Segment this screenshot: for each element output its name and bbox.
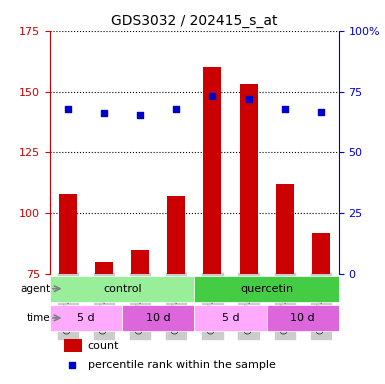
Text: time: time [27, 313, 50, 323]
Bar [131, 250, 149, 274]
Bar [167, 196, 186, 274]
Text: count: count [88, 341, 119, 351]
Bar [59, 194, 77, 274]
Point [209, 93, 216, 99]
FancyBboxPatch shape [50, 276, 194, 302]
Point [281, 106, 288, 112]
FancyBboxPatch shape [50, 305, 122, 331]
Bar [203, 67, 221, 274]
Point [318, 109, 324, 115]
Bar [95, 262, 113, 274]
Text: 5 d: 5 d [222, 313, 239, 323]
Text: agent: agent [20, 284, 50, 294]
FancyBboxPatch shape [194, 276, 339, 302]
Text: percentile rank within the sample: percentile rank within the sample [88, 360, 275, 370]
Text: control: control [103, 284, 142, 294]
FancyBboxPatch shape [194, 305, 266, 331]
Point [65, 106, 71, 112]
Point [101, 110, 107, 116]
Bar [276, 184, 294, 274]
Bar [239, 84, 258, 274]
Point [173, 106, 179, 112]
Text: quercetin: quercetin [240, 284, 293, 294]
Title: GDS3032 / 202415_s_at: GDS3032 / 202415_s_at [111, 14, 278, 28]
Text: 5 d: 5 d [77, 313, 95, 323]
Bar [312, 233, 330, 274]
Point [137, 112, 143, 118]
FancyBboxPatch shape [266, 305, 339, 331]
Bar [65, 339, 82, 352]
Point [246, 96, 252, 102]
Text: 10 d: 10 d [146, 313, 171, 323]
Text: 10 d: 10 d [290, 313, 315, 323]
FancyBboxPatch shape [122, 305, 194, 331]
